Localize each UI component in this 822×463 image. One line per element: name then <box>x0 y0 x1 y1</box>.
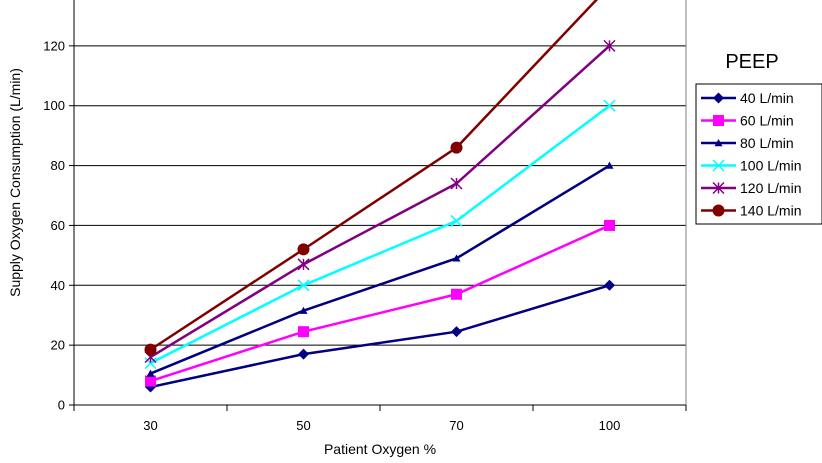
legend-marker <box>712 204 725 217</box>
x-tick-label: 30 <box>143 418 157 433</box>
series-140-l-min <box>144 0 598 356</box>
legend-item: 40 L/min <box>701 90 794 106</box>
legend-item: 60 L/min <box>701 113 794 129</box>
data-point <box>298 326 309 338</box>
axes: 0 20 40 60 80 100 120 30 50 70 100 <box>43 0 687 433</box>
x-tick-label: 70 <box>449 418 463 433</box>
legend-marker <box>714 139 723 147</box>
data-point <box>146 369 155 377</box>
data-point <box>603 39 616 52</box>
x-axis-title: Patient Oxygen % <box>324 441 436 457</box>
y-tick-label: 100 <box>43 98 65 113</box>
data-point <box>604 279 615 291</box>
legend-label: 100 L/min <box>740 158 801 174</box>
series-120-l-min <box>144 39 616 364</box>
legend-title: PEEP <box>725 51 778 73</box>
data-point <box>452 254 461 262</box>
legend-label: 80 L/min <box>740 135 794 151</box>
legend-item: 140 L/min <box>701 203 801 219</box>
series-100-l-min <box>144 99 616 370</box>
data-point <box>297 243 310 256</box>
legend-label: 140 L/min <box>740 203 801 219</box>
series-line <box>149 44 611 359</box>
y-tick-label: 40 <box>51 278 65 293</box>
data-point <box>605 161 614 169</box>
data-point <box>603 99 616 112</box>
legend-marker <box>712 181 725 195</box>
series-line <box>150 284 610 389</box>
data-point <box>450 177 463 190</box>
y-tick-label: 120 <box>43 38 65 53</box>
y-tick-label: 0 <box>58 398 65 413</box>
y-axis-title: Supply Oxygen Consumption (L/min) <box>7 68 23 297</box>
data-point <box>450 214 463 227</box>
data-point <box>604 219 615 231</box>
series-60-l-min <box>145 219 615 387</box>
series-40-l-min <box>145 279 615 393</box>
series-80-l-min <box>146 161 614 377</box>
series-layer <box>144 0 616 393</box>
legend-marker <box>713 92 724 104</box>
data-point <box>451 288 462 300</box>
series-line <box>150 164 611 375</box>
series-line <box>149 104 611 365</box>
series-line <box>150 224 611 383</box>
y-tick-label: 20 <box>51 338 65 353</box>
y-tick-label: 60 <box>51 218 65 233</box>
data-point <box>451 326 462 338</box>
legend-label: 40 L/min <box>740 90 794 106</box>
data-point <box>297 279 310 292</box>
x-tick-label: 100 <box>599 418 621 433</box>
legend-label: 60 L/min <box>740 113 794 129</box>
data-point <box>450 141 463 154</box>
legend-item: 80 L/min <box>701 135 794 151</box>
data-point <box>298 348 309 360</box>
legend-marker <box>713 115 724 126</box>
legend-marker <box>712 159 725 172</box>
legend: 40 L/min 60 L/min 80 L/min 100 L/min 120 L/m… <box>695 83 822 225</box>
legend-label: 120 L/min <box>740 180 801 196</box>
gridlines <box>74 45 686 346</box>
legend-box <box>695 83 822 225</box>
data-point <box>299 306 308 314</box>
x-tick-label: 50 <box>296 418 310 433</box>
data-point <box>297 258 310 271</box>
y-tick-label: 80 <box>51 158 65 173</box>
data-point <box>144 343 157 356</box>
data-point <box>145 375 156 387</box>
legend-item: 100 L/min <box>701 158 801 174</box>
data-point <box>144 357 157 370</box>
series-line <box>149 0 598 351</box>
legend-item: 120 L/min <box>701 180 801 196</box>
